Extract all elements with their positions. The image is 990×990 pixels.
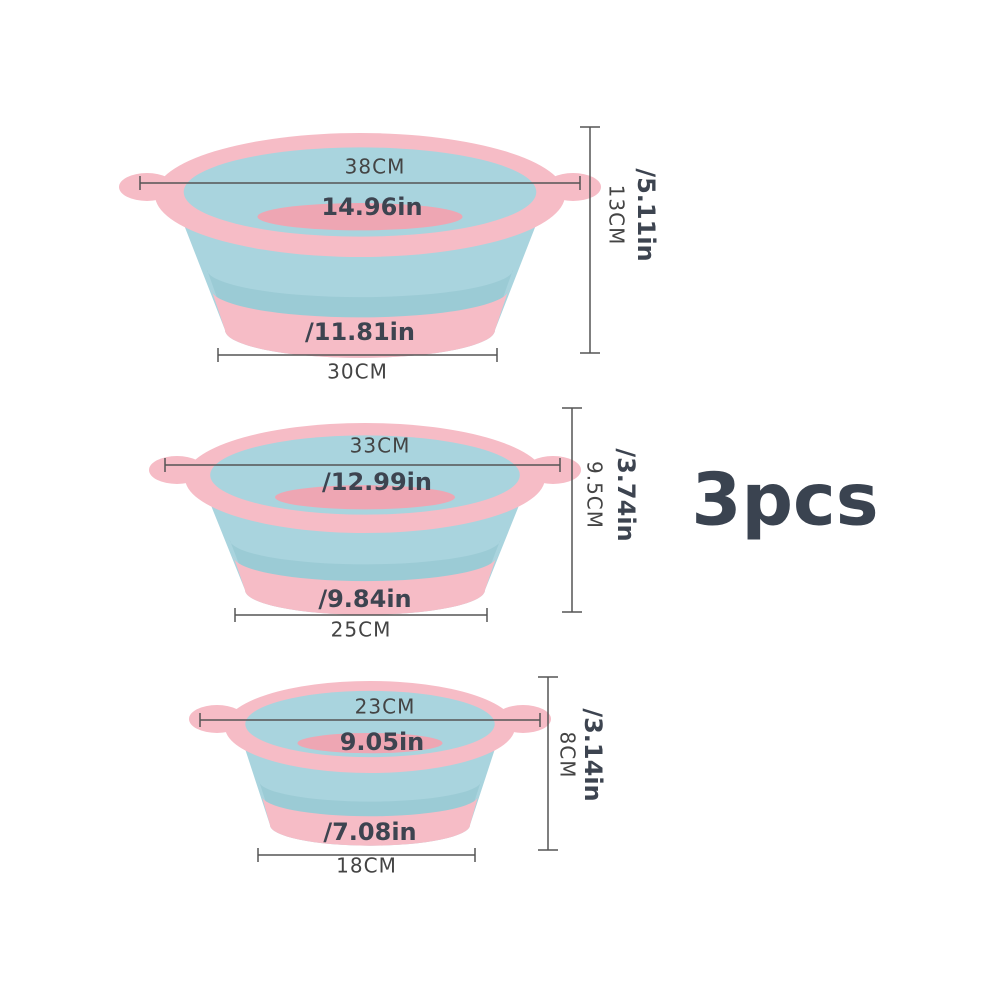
top-cm: 33CM xyxy=(350,434,411,458)
basin-base xyxy=(233,556,497,615)
top-cm: 38CM xyxy=(345,155,406,179)
bottom-cm: 18CM xyxy=(336,854,397,878)
bottom-in: /9.84in xyxy=(318,585,411,613)
basin-floor xyxy=(257,203,463,231)
top-in: 14.96in xyxy=(321,193,422,221)
top-in: 9.05in xyxy=(340,728,425,756)
height-cm: 8CM xyxy=(556,732,580,779)
basin-floor xyxy=(275,485,455,510)
bottom-in: /7.08in xyxy=(323,818,416,846)
basin-floor xyxy=(297,732,443,754)
height-cm: 9.5CM xyxy=(583,461,607,529)
bottom-in: /11.81in xyxy=(305,318,415,346)
height-cm: 13CM xyxy=(605,185,629,246)
bottom-cm: 30CM xyxy=(327,360,388,384)
basin-base xyxy=(211,289,509,358)
top-in: /12.99in xyxy=(322,468,432,496)
height-in: /3.74in xyxy=(612,448,640,541)
top-cm: 23CM xyxy=(355,695,416,719)
pieces-label: 3pcs xyxy=(691,458,878,542)
height-in: /5.11in xyxy=(632,168,660,261)
basin-base xyxy=(261,795,479,846)
height-in: /3.14in xyxy=(579,708,607,801)
bottom-cm: 25CM xyxy=(331,618,392,642)
